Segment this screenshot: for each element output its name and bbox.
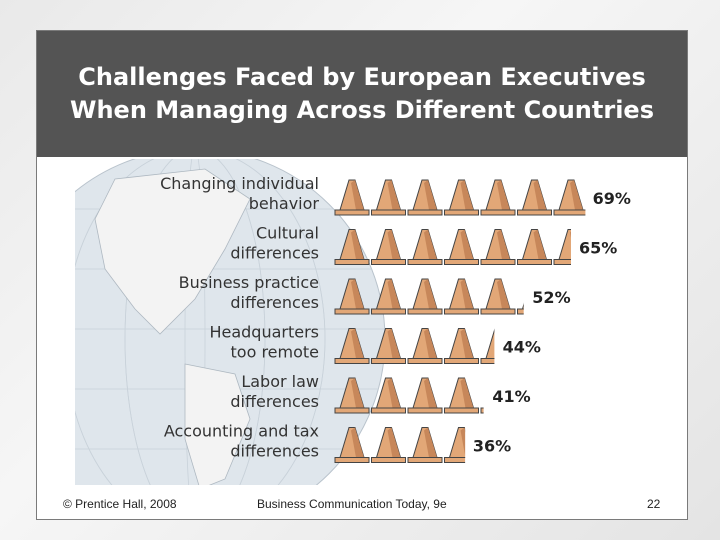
category-label: Headquarters too remote xyxy=(209,323,319,362)
traffic-cone-icon xyxy=(334,179,370,216)
slide-title: Challenges Faced by European Executives … xyxy=(37,31,687,157)
category-label: Changing individual behavior xyxy=(160,174,319,213)
traffic-cone-icon xyxy=(444,377,479,414)
traffic-cone-icon xyxy=(407,229,443,265)
category-label: Accounting and tax differences xyxy=(164,422,319,461)
traffic-cone-icon xyxy=(480,179,516,216)
south-america-shape xyxy=(184,363,251,485)
traffic-cone-icon xyxy=(444,427,466,463)
footer-copyright: © Prentice Hall, 2008 xyxy=(63,497,177,511)
category-label: Cultural differences xyxy=(230,224,319,263)
traffic-cone-icon xyxy=(334,229,370,265)
traffic-cone-icon xyxy=(553,229,571,265)
slide-frame: Challenges Faced by European Executives … xyxy=(36,30,688,520)
traffic-cone-icon xyxy=(334,377,370,414)
chart-graphic: Changing individual behavior 69% Cultural di… xyxy=(75,159,647,485)
footer-page-number: 22 xyxy=(647,497,661,511)
traffic-cone-icon xyxy=(480,229,516,265)
traffic-cone-icon xyxy=(334,427,370,463)
traffic-cone-icon xyxy=(371,328,406,364)
globe-gridlines xyxy=(75,159,385,485)
traffic-cone-icon xyxy=(407,427,443,463)
title-line-2: When Managing Across Different Countries xyxy=(70,96,654,124)
traffic-cone-icon xyxy=(371,179,406,216)
traffic-cone-icon xyxy=(444,179,479,216)
category-label: Business practice differences xyxy=(179,273,319,312)
bar-row: Business practice differences 52% xyxy=(179,273,571,315)
traffic-cone-icon xyxy=(517,229,552,265)
value-label: 44% xyxy=(503,338,541,357)
title-line-1: Challenges Faced by European Executives xyxy=(78,63,646,91)
traffic-cone-icon xyxy=(517,303,524,315)
globe-image xyxy=(75,159,386,485)
bar-row: Headquarters too remote 44% xyxy=(209,323,541,364)
traffic-cone-icon xyxy=(444,278,479,315)
north-america-shape xyxy=(94,168,251,335)
traffic-cone-icon xyxy=(444,229,479,265)
traffic-cone-icon xyxy=(480,328,495,364)
bar-row: Accounting and tax differences 36% xyxy=(164,422,511,463)
category-label: Labor law differences xyxy=(230,372,319,411)
value-label: 41% xyxy=(492,387,530,406)
traffic-cone-icon xyxy=(407,328,443,364)
traffic-cone-icon xyxy=(371,377,406,414)
value-label: 36% xyxy=(473,437,511,456)
traffic-cone-icon xyxy=(334,328,370,364)
traffic-cone-icon xyxy=(407,377,443,414)
traffic-cone-icon xyxy=(371,427,406,463)
value-label: 69% xyxy=(593,189,631,208)
traffic-cone-icon xyxy=(480,407,484,414)
traffic-cone-icon xyxy=(371,229,406,265)
bar-row: Changing individual behavior 69% xyxy=(160,174,631,216)
pictograph-chart: Changing individual behavior 69% Cultural di… xyxy=(75,159,631,485)
value-label: 52% xyxy=(532,288,570,307)
bar-row: Cultural differences 65% xyxy=(230,224,617,265)
traffic-cone-icon xyxy=(407,278,443,315)
traffic-cone-icon xyxy=(553,179,586,216)
traffic-cone-icon xyxy=(407,179,443,216)
traffic-cone-icon xyxy=(371,278,406,315)
traffic-cone-icon xyxy=(444,328,479,364)
footer-book-title: Business Communication Today, 9e xyxy=(257,497,447,511)
traffic-cone-icon xyxy=(517,179,552,216)
bar-row: Labor law differences 41% xyxy=(230,372,531,414)
traffic-cone-icon xyxy=(334,278,370,315)
traffic-cone-icon xyxy=(480,278,516,315)
value-label: 65% xyxy=(579,239,617,258)
